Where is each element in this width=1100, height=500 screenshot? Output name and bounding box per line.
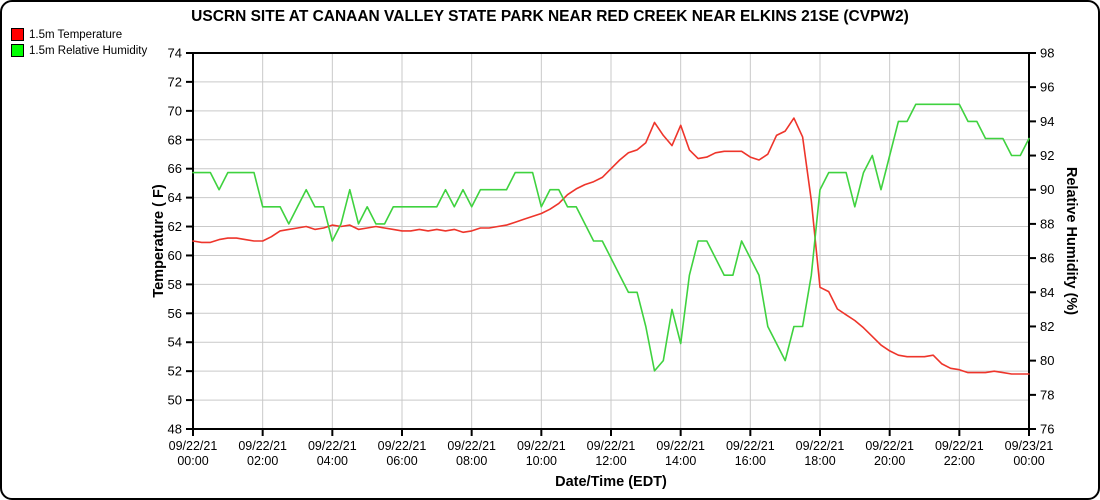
x-axis-tick-date: 09/22/21 [308,439,357,453]
x-axis-tick-time: 10:00 [526,454,557,468]
left-axis-tick-label: 66 [168,161,182,176]
left-axis-tick-label: 68 [168,132,182,147]
x-axis-tick-time: 22:00 [944,454,975,468]
left-axis-tick-label: 52 [168,364,182,379]
left-axis-tick-label: 50 [168,393,182,408]
x-axis-tick-time: 00:00 [177,454,208,468]
temperature-legend-swatch-icon [11,28,24,41]
right-axis-tick-label: 84 [1040,285,1054,300]
humidity-line [192,103,1030,372]
x-axis-tick-date: 09/22/21 [935,439,984,453]
right-axis-tick-label: 94 [1040,114,1054,129]
legend-item-temperature: 1.5m Temperature [11,28,147,41]
x-axis-tick-date: 09/22/21 [726,439,775,453]
x-axis-tick-time: 06:00 [386,454,417,468]
left-axis-tick-label: 56 [168,306,182,321]
x-axis-tick-date: 09/22/21 [517,439,566,453]
right-axis-tick-label: 98 [1040,46,1054,61]
chart-title: USCRN SITE AT CANAAN VALLEY STATE PARK N… [191,8,909,25]
legend: 1.5m Temperature 1.5m Relative Humidity [11,28,147,60]
temperature-legend-label: 1.5m Temperature [29,28,123,41]
legend-item-humidity: 1.5m Relative Humidity [11,44,147,57]
left-axis-tick-label: 74 [168,46,182,61]
x-axis-tick-time: 00:00 [1013,454,1044,468]
left-axis-tick-label: 48 [168,422,182,437]
right-axis-tick-label: 78 [1040,387,1054,402]
right-axis-tick-label: 82 [1040,319,1054,334]
x-axis-tick-time: 18:00 [804,454,835,468]
x-axis-tick-date: 09/22/21 [796,439,845,453]
right-axis-tick-label: 76 [1040,422,1054,437]
x-axis-tick-date: 09/22/21 [447,439,496,453]
x-axis-tick-date: 09/22/21 [587,439,636,453]
x-axis-tick-time: 12:00 [595,454,626,468]
left-axis-tick-label: 64 [168,190,182,205]
x-axis-tick-time: 04:00 [317,454,348,468]
left-axis-tick-label: 60 [168,248,182,263]
x-axis-tick-time: 20:00 [874,454,905,468]
x-axis-tick-date: 09/22/21 [378,439,427,453]
left-axis-tick-label: 62 [168,219,182,234]
left-axis-tick-label: 72 [168,74,182,89]
x-axis-tick-date: 09/23/21 [1005,439,1054,453]
x-axis-tick-time: 14:00 [665,454,696,468]
right-axis-tick-label: 80 [1040,353,1054,368]
right-axis-tick-label: 92 [1040,148,1054,163]
humidity-legend-swatch-icon [11,44,24,57]
temperature-line [192,117,1030,375]
left-axis-tick-label: 54 [168,335,182,350]
x-axis-tick-date: 09/22/21 [656,439,705,453]
x-axis-title: Date/Time (EDT) [555,474,667,490]
x-axis-tick-time: 08:00 [456,454,487,468]
x-axis-tick-time: 02:00 [247,454,278,468]
x-axis-tick-time: 16:00 [735,454,766,468]
right-axis-tick-label: 88 [1040,216,1054,231]
right-axis-tick-label: 96 [1040,80,1054,95]
right-axis-tick-label: 86 [1040,251,1054,266]
x-axis-tick-date: 09/22/21 [238,439,287,453]
humidity-legend-label: 1.5m Relative Humidity [29,44,148,57]
x-axis-tick-date: 09/22/21 [169,439,218,453]
left-axis-tick-label: 58 [168,277,182,292]
right-axis-tick-label: 90 [1040,182,1054,197]
x-axis-tick-date: 09/22/21 [865,439,914,453]
left-axis-tick-label: 70 [168,103,182,118]
